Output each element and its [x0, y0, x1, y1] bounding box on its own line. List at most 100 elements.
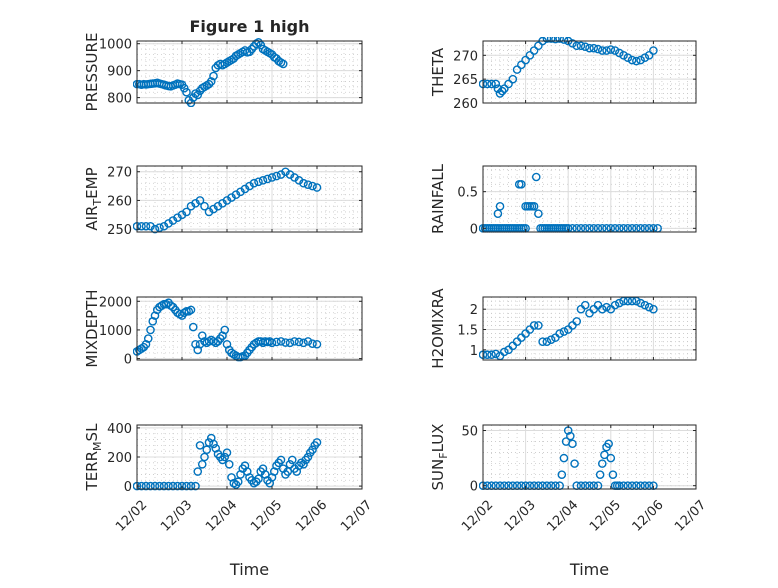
y-tick-label: 260	[453, 97, 478, 112]
data-point	[312, 339, 322, 349]
data-point	[606, 453, 616, 463]
data-point	[188, 322, 198, 332]
y-tick-label: 400	[107, 422, 132, 437]
data-point	[308, 339, 317, 348]
x-tick-label: 12/05	[248, 498, 285, 535]
y-axis-label: TERRMSL	[83, 423, 104, 492]
data-point	[580, 300, 590, 310]
data-point	[517, 60, 526, 70]
y-tick-label: 0	[470, 222, 478, 237]
y-axis-label: SUNFLUX	[429, 424, 450, 491]
data-point	[146, 481, 155, 491]
data-point	[644, 302, 654, 312]
data-point	[491, 349, 501, 359]
data-point	[299, 459, 308, 469]
data-point	[597, 459, 607, 468]
data-point	[202, 445, 212, 455]
data-point	[254, 474, 263, 484]
y-tick-label: 1	[470, 344, 478, 359]
data-point	[224, 459, 234, 469]
data-point	[299, 338, 308, 348]
data-point	[640, 53, 650, 62]
data-point	[534, 321, 543, 330]
data-point	[597, 46, 607, 55]
y-tick-label: 200	[107, 451, 132, 466]
data-point	[649, 46, 658, 55]
data-point	[566, 431, 575, 441]
data-point	[499, 347, 509, 357]
data-point	[568, 39, 577, 48]
data-point	[272, 171, 281, 181]
data-point	[640, 300, 650, 310]
data-point	[559, 453, 569, 463]
x-tick-label: 12/06	[293, 498, 330, 535]
data-point	[615, 298, 624, 308]
y-tick-label: 1.5	[457, 324, 478, 339]
data-point	[299, 178, 308, 188]
data-point	[276, 337, 286, 346]
data-point	[499, 84, 509, 93]
data-point	[529, 202, 539, 211]
data-point	[200, 201, 209, 211]
data-point	[204, 438, 214, 447]
data-point	[267, 173, 277, 182]
data-point	[206, 77, 216, 86]
data-point	[278, 59, 288, 69]
subplot-4: 0 0.5 RAINFALL	[429, 163, 697, 237]
data-point	[572, 41, 582, 51]
data-point	[294, 337, 304, 347]
data-point	[150, 481, 160, 491]
data-point	[159, 481, 169, 491]
data-point	[195, 441, 205, 450]
data-point	[220, 325, 230, 335]
data-point	[168, 481, 178, 491]
axes-box	[136, 40, 363, 104]
y-tick-label: 250	[107, 223, 132, 238]
data-point	[267, 338, 277, 348]
x-tick-label: 12/04	[544, 498, 581, 535]
x-tick-label: 12/07	[338, 498, 375, 535]
data-point	[143, 334, 153, 343]
data-point	[193, 467, 203, 476]
chart-title: Figure 1 high	[190, 17, 310, 36]
data-point	[308, 445, 317, 455]
data-point	[222, 448, 232, 457]
data-point	[285, 338, 295, 348]
data-point	[308, 181, 317, 191]
data-point	[276, 455, 286, 465]
data-series	[133, 298, 322, 362]
data-point	[595, 470, 605, 479]
data-series	[133, 38, 288, 107]
data-point	[602, 46, 611, 55]
data-point	[285, 459, 295, 469]
data-point	[249, 178, 259, 188]
data-point	[272, 337, 281, 347]
data-point	[593, 44, 603, 54]
data-point	[529, 46, 539, 55]
data-point	[568, 321, 577, 330]
data-point	[177, 481, 187, 491]
data-point	[312, 183, 322, 192]
y-tick-label: 50	[461, 425, 478, 440]
data-point	[146, 325, 155, 335]
data-point	[200, 452, 209, 462]
axes-box	[482, 296, 697, 361]
y-axis-label: RAINFALL	[429, 163, 447, 234]
data-point	[585, 43, 594, 53]
y-tick-label: 265	[453, 73, 478, 88]
data-point	[604, 439, 613, 449]
data-point	[615, 48, 624, 58]
data-point	[491, 79, 501, 89]
y-axis-label: MIXDEPTH	[83, 289, 101, 367]
data-point	[150, 224, 160, 234]
data-point	[534, 209, 543, 218]
data-point	[531, 172, 541, 182]
x-axis-label: Time	[229, 560, 269, 579]
y-axis-label: H2OMIXRA	[429, 288, 447, 369]
data-point	[610, 46, 620, 55]
data-point	[493, 84, 503, 93]
y-tick-label: 0	[124, 353, 132, 368]
data-point	[303, 452, 313, 462]
